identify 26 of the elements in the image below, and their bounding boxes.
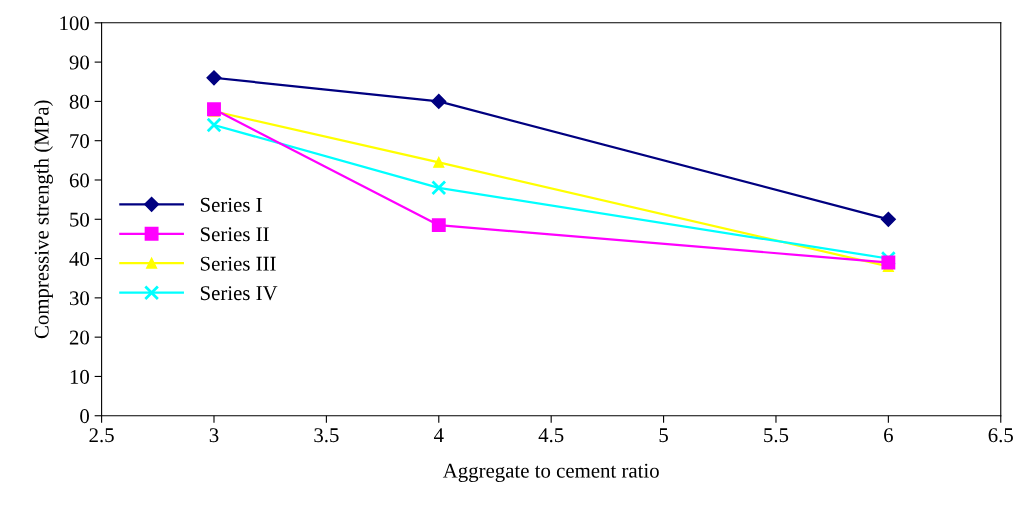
legend-label: Series IV [200,286,278,301]
x-tick-label: 6.5 [988,428,1013,443]
y-tick-label: 100 [60,16,89,31]
y-tick-label: 60 [69,173,89,188]
x-tick-label: 4 [433,428,444,442]
y-tick-label: 40 [69,251,89,266]
legend-label: Series I [200,197,262,212]
y-tick-label: 50 [70,212,89,227]
y-tick-label: 30 [69,291,89,306]
x-tick-label: 3 [209,428,219,443]
x-tick-label: 3.5 [314,428,339,443]
y-tick-label: 20 [69,330,89,345]
x-axis-title: Aggregate to cement ratio [442,463,659,482]
y-tick-label: 80 [69,94,89,109]
x-tick-label: 4.5 [538,428,564,443]
legend-label: Series II [200,227,269,242]
y-tick-label: 70 [70,134,89,149]
x-tick-label: 5 [659,428,668,443]
x-tick-label: 2.5 [89,428,114,443]
x-tick-label: 5.5 [764,428,789,443]
y-tick-label: 90 [69,55,89,70]
y-tick-label: 0 [80,409,89,424]
legend-label: Series III [200,256,276,271]
y-tick-label: 10 [70,369,89,384]
x-tick-label: 6 [884,428,893,443]
y-axis-title: Compressive strength (MPa) [34,100,53,339]
